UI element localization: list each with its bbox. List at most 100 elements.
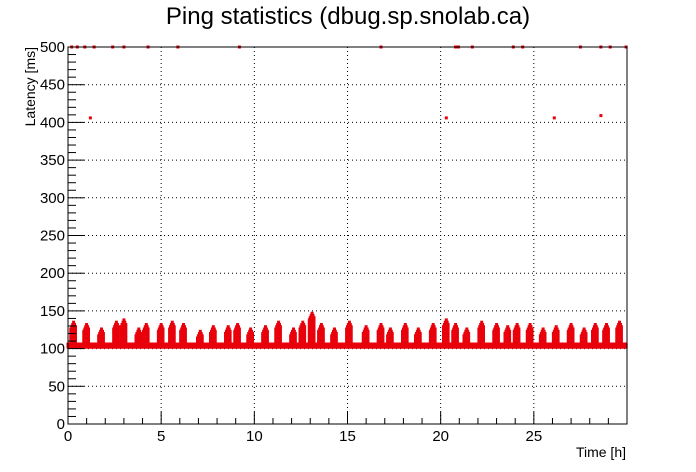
- data-point: [87, 334, 90, 338]
- data-point: [366, 329, 370, 333]
- data-point: [137, 327, 141, 331]
- data-point: [122, 318, 126, 322]
- data-point: [74, 327, 77, 331]
- data-point: [349, 338, 353, 342]
- data-point: [161, 327, 165, 331]
- data-point: [161, 334, 165, 338]
- data-point: [349, 334, 353, 338]
- data-point: [303, 338, 307, 342]
- data-point: [334, 336, 338, 340]
- data-point: [237, 338, 241, 342]
- data-point: [278, 329, 282, 333]
- data-point: [595, 336, 599, 340]
- data-point: [293, 334, 297, 338]
- data-point: [333, 329, 337, 333]
- data-point: [172, 336, 176, 340]
- data-point: [517, 338, 521, 342]
- data-point: [116, 341, 120, 345]
- data-point: [139, 334, 143, 338]
- data-point: [228, 336, 232, 340]
- data-point: [199, 332, 203, 335]
- data-point: [570, 325, 574, 329]
- data-point: [418, 334, 422, 338]
- data-point: [605, 323, 608, 326]
- data-point: [416, 327, 420, 331]
- x-tick-label: 15: [339, 428, 356, 445]
- data-point: [390, 334, 394, 338]
- data-point: [381, 336, 385, 340]
- data-point: [321, 338, 325, 342]
- data-point: [292, 329, 296, 333]
- data-point: [418, 341, 422, 345]
- data-point: [433, 327, 437, 331]
- data-point: [541, 327, 545, 331]
- data-point: [530, 334, 534, 338]
- data-point: [228, 332, 232, 335]
- data-point: [571, 332, 575, 335]
- data-point: [467, 336, 471, 340]
- data-point: [183, 332, 187, 335]
- data-point: [405, 338, 409, 342]
- data-point: [517, 329, 521, 333]
- data-point: [303, 334, 307, 338]
- data-point: [595, 329, 599, 333]
- x-tick-label: 10: [246, 428, 263, 445]
- data-point: [213, 338, 217, 342]
- data-point: [543, 332, 547, 335]
- data-point: [183, 329, 187, 333]
- data-point: [433, 341, 437, 345]
- data-point: [606, 336, 610, 340]
- data-point: [348, 323, 352, 326]
- data-point: [265, 341, 269, 345]
- y-tick-label: 150: [40, 303, 65, 320]
- data-point: [146, 338, 150, 342]
- data-point: [278, 327, 282, 331]
- data-point: [605, 325, 609, 329]
- data-point: [619, 327, 623, 331]
- data-point: [405, 341, 409, 345]
- data-point: [552, 116, 556, 120]
- data-point: [455, 327, 459, 331]
- data-point: [584, 341, 588, 345]
- data-point: [236, 323, 240, 326]
- data-point: [87, 329, 90, 333]
- data-point: [482, 341, 485, 345]
- data-point: [388, 327, 392, 331]
- data-point: [455, 329, 459, 333]
- data-point: [584, 334, 588, 338]
- data-point: [530, 332, 534, 335]
- data-point: [87, 338, 90, 342]
- data-point: [146, 336, 150, 340]
- chart-title: Ping statistics (dbug.sp.snolab.ca): [166, 3, 530, 30]
- data-point: [446, 336, 450, 340]
- data-point: [508, 332, 512, 335]
- data-point: [445, 320, 449, 324]
- data-point: [467, 334, 471, 338]
- data-point: [455, 332, 459, 335]
- data-point: [124, 341, 128, 345]
- data-point: [321, 334, 325, 338]
- data-point: [146, 334, 150, 338]
- data-point: [237, 329, 241, 333]
- data-point: [390, 336, 394, 340]
- y-tick-label: 100: [40, 341, 65, 358]
- data-point: [228, 341, 232, 345]
- data-point: [496, 341, 500, 345]
- data-point: [161, 329, 165, 333]
- data-point: [619, 338, 623, 342]
- data-point: [594, 325, 598, 329]
- data-point: [334, 332, 338, 335]
- data-point: [556, 329, 560, 333]
- data-point: [530, 336, 534, 340]
- data-point: [292, 327, 295, 331]
- data-point: [584, 338, 588, 342]
- data-point: [389, 329, 393, 333]
- data-point: [482, 336, 485, 340]
- data-point: [349, 341, 353, 345]
- data-point: [403, 323, 407, 326]
- data-point: [124, 336, 128, 340]
- data-point: [446, 323, 450, 326]
- data-point: [312, 329, 316, 333]
- data-point: [556, 334, 560, 338]
